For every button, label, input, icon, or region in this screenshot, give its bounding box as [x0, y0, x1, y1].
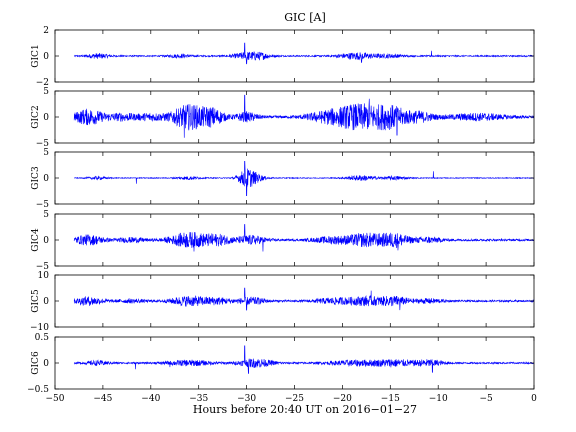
y-tick-label: 2: [43, 26, 49, 36]
x-tick-label: −50: [46, 394, 65, 404]
y-tick-label: −2: [36, 78, 49, 88]
trace-gic5: [73, 287, 534, 311]
panel-gic5: −10 0 10 GIC5: [30, 271, 535, 333]
y-tick-label: −0.5: [27, 385, 49, 395]
x-tick-label: −40: [141, 394, 160, 404]
y-tick-label: 5: [43, 148, 49, 158]
y-axis-label-gic3: GIC3: [31, 166, 41, 190]
x-tick-label: −25: [285, 394, 304, 404]
x-tick-label: −45: [93, 394, 112, 404]
trace-gic3: [74, 161, 534, 196]
panel-gic6: −50 −45 −40 −35 −30 −25 −20 −15 −10 −5 0−0.500.5GI…: [27, 333, 537, 404]
y-tick-label: 0: [43, 174, 49, 184]
x-tick-label: −30: [237, 394, 256, 404]
y-axis-label-gic4: GIC4: [31, 228, 41, 252]
y-tick-label: −5: [36, 200, 50, 210]
y-tick-label: 0: [43, 113, 49, 123]
y-tick-label: 0: [43, 236, 49, 246]
x-tick-label: −5: [479, 394, 493, 404]
y-tick-label: 5: [43, 87, 49, 97]
y-tick-label: 0: [43, 52, 49, 62]
x-tick-label: 0: [531, 394, 537, 404]
y-tick-label: 0: [43, 297, 49, 307]
y-axis-label-gic6: GIC6: [31, 351, 41, 375]
y-tick-label: 5: [43, 210, 49, 220]
trace-gic1: [73, 42, 534, 65]
x-tick-label: −20: [333, 394, 352, 404]
trace-gic2: [73, 94, 534, 138]
y-tick-label: 0.5: [35, 333, 50, 343]
y-axis-label-gic5: GIC5: [31, 289, 41, 313]
y-tick-label: −5: [36, 262, 50, 272]
trace-gic4: [73, 224, 534, 252]
panels-group: −202GIC1−505GIC2−505GIC3−505GIC4−10010GI…: [27, 26, 537, 404]
x-axis-label: Hours before 20:40 UT on 2016−01−27: [193, 403, 417, 416]
y-tick-label: 0: [43, 359, 49, 369]
y-tick-label: −10: [30, 323, 49, 333]
chart-title: GIC [A]: [284, 11, 326, 24]
y-tick-label: −5: [36, 139, 50, 149]
y-axis-label-gic1: GIC1: [31, 44, 41, 67]
trace-gic6: [73, 345, 534, 374]
x-tick-label: −15: [381, 394, 400, 404]
y-tick-label: 10: [38, 271, 50, 281]
x-tick-label: −10: [429, 394, 448, 404]
x-tick-label: −35: [189, 394, 208, 404]
y-axis-label-gic2: GIC2: [31, 105, 41, 128]
